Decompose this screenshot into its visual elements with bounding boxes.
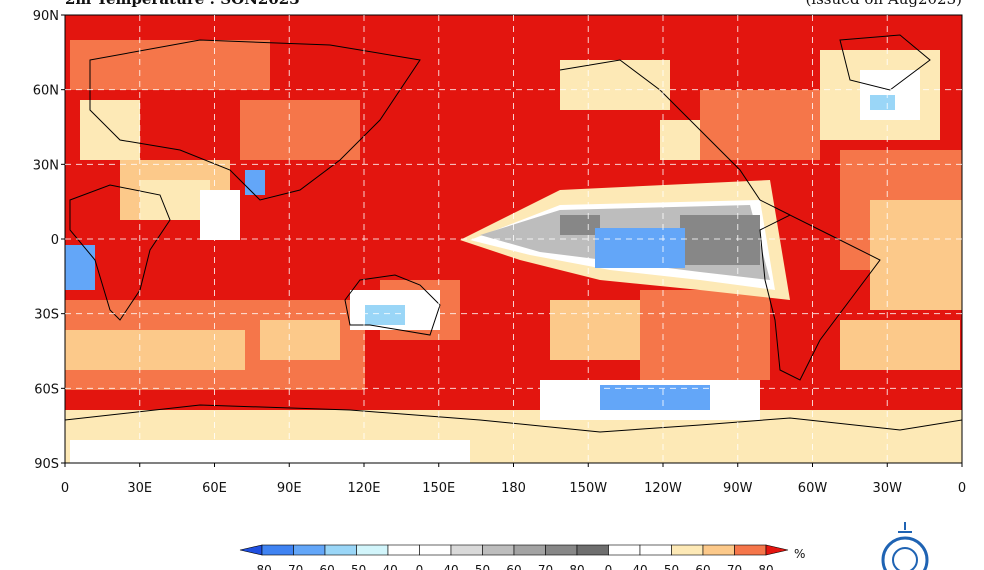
- lat-label: 90S: [34, 457, 59, 472]
- colorbar-label: -50: [347, 563, 367, 570]
- colorbar-segment: [702, 544, 735, 556]
- lat-label: 0: [51, 233, 59, 248]
- colorbar-segment: [261, 544, 294, 556]
- lat-label: 30S: [34, 308, 59, 323]
- colorbar-segment: [513, 544, 546, 556]
- lat-label: 60N: [33, 84, 59, 99]
- lon-label: 60E: [202, 481, 227, 496]
- lon-label: 90E: [277, 481, 302, 496]
- colorbar-label: 0: [416, 563, 424, 570]
- lon-label: 30W: [873, 481, 903, 496]
- colorbar-segment: [671, 544, 704, 556]
- colorbar-label: 70: [538, 563, 553, 570]
- colorbar-segment: [324, 544, 357, 556]
- lat-label: 90N: [33, 9, 59, 24]
- colorbar-segment: [608, 544, 641, 556]
- wmo-logo: [881, 522, 929, 570]
- colorbar-unit: %: [794, 547, 805, 561]
- map-title: 2m Temperature : SON2023: [65, 0, 300, 8]
- colorbar-label: 60: [506, 563, 521, 570]
- lon-label: 60W: [798, 481, 828, 496]
- colorbar-segment: [482, 544, 515, 556]
- lon-label: 120E: [347, 481, 380, 496]
- lon-label: 30E: [127, 481, 152, 496]
- lat-label: 30N: [33, 158, 59, 173]
- colorbar-segment: [576, 544, 609, 556]
- lon-label: 120W: [644, 481, 682, 496]
- lon-label: 180: [501, 481, 526, 496]
- colorbar-arrow: [239, 544, 263, 556]
- colorbar-label: -70: [284, 563, 304, 570]
- colorbar-label: 80: [758, 563, 773, 570]
- colorbar-label: -80: [252, 563, 272, 570]
- colorbar-label: 70: [727, 563, 742, 570]
- colorbar-segment: [387, 544, 420, 556]
- lon-label: 150W: [569, 481, 607, 496]
- colorbar-segment: [639, 544, 672, 556]
- colorbar-label: 40: [443, 563, 458, 570]
- lon-label: 150E: [422, 481, 455, 496]
- lon-label: 0: [958, 481, 966, 496]
- colorbar-segment: [734, 544, 767, 556]
- colorbar-label: 0: [605, 563, 613, 570]
- colorbar-label: -60: [315, 563, 335, 570]
- issued-date: (issued on Aug2023): [805, 0, 962, 8]
- colorbar-segment: [545, 544, 578, 556]
- colorbar-segment: [356, 544, 389, 556]
- colorbar-segment: [419, 544, 452, 556]
- lon-label: 90W: [723, 481, 753, 496]
- colorbar-label: 60: [695, 563, 710, 570]
- colorbar-segment: [293, 544, 326, 556]
- lat-label: 60S: [34, 382, 59, 397]
- colorbar-label: 50: [664, 563, 679, 570]
- colorbar-segment: [450, 544, 483, 556]
- colorbar-arrow: [765, 544, 789, 556]
- colorbar-label: 40: [632, 563, 647, 570]
- lon-label: 0: [61, 481, 69, 496]
- colorbar-label: 50: [475, 563, 490, 570]
- colorbar-label: -40: [378, 563, 398, 570]
- colorbar-label: 80: [569, 563, 584, 570]
